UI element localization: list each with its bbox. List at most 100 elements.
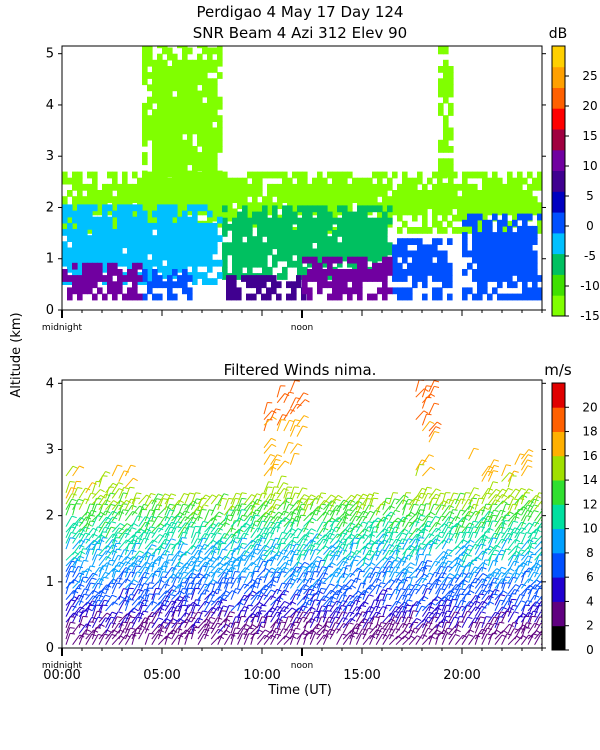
wind-barb xyxy=(270,576,275,589)
snr-cell xyxy=(352,223,358,231)
snr-cell xyxy=(442,171,448,179)
snr-cell xyxy=(527,238,533,245)
wind-barb xyxy=(270,486,275,499)
wind-barb xyxy=(131,505,141,516)
snr-cell xyxy=(432,275,438,282)
snr-cell xyxy=(162,247,168,255)
wind-barb xyxy=(65,487,72,499)
snr-cell xyxy=(102,204,108,212)
wind-barb xyxy=(296,566,303,578)
wind-barb-flag xyxy=(79,465,85,469)
snr-cell xyxy=(317,177,323,185)
snr-cell xyxy=(342,211,348,219)
snr-cell xyxy=(482,190,488,197)
time-marker-label: midnight xyxy=(42,323,83,333)
snr-cell xyxy=(87,204,93,212)
wind-barb xyxy=(323,562,332,572)
wind-barb xyxy=(190,538,198,550)
snr-cell xyxy=(237,183,243,191)
wind-barb xyxy=(72,555,80,567)
wind-barb xyxy=(289,492,296,505)
wind-barb-flag xyxy=(281,593,287,596)
snr-cell xyxy=(242,230,248,237)
snr-cell xyxy=(62,171,68,179)
wind-barb-flag xyxy=(201,509,207,511)
wind-barb-flag xyxy=(263,532,269,535)
wind-barb-flag xyxy=(181,554,187,556)
wind-barb xyxy=(177,632,182,645)
snr-cell xyxy=(262,196,268,203)
wind-barb-flag xyxy=(303,392,309,396)
wind-barb xyxy=(157,595,166,606)
wind-barb xyxy=(124,627,131,640)
wind-barb xyxy=(316,538,324,550)
wind-barb xyxy=(118,588,124,600)
wind-barb-flag xyxy=(208,627,214,630)
wind-barb xyxy=(395,494,405,505)
snr-cell xyxy=(267,223,273,231)
snr-cell xyxy=(487,208,493,216)
snr-cell xyxy=(97,222,103,230)
wind-barb-flag xyxy=(203,520,209,524)
snr-cell xyxy=(187,127,193,135)
snr-cell xyxy=(177,196,183,203)
wind-barb xyxy=(309,509,317,522)
wind-barb xyxy=(111,623,120,634)
snr-cell xyxy=(442,256,448,264)
snr-cell xyxy=(177,171,183,179)
snr-cell xyxy=(332,171,338,179)
snr-cell xyxy=(277,230,283,237)
snr-cell xyxy=(207,78,213,86)
wind-barb-flag xyxy=(82,615,88,618)
wind-barb-flag xyxy=(168,497,174,500)
wind-barb xyxy=(217,610,222,623)
snr-cell xyxy=(217,196,223,203)
wind-barb xyxy=(124,616,131,628)
wind-barb xyxy=(157,550,166,561)
wind-barb xyxy=(105,533,114,544)
wind-barb xyxy=(402,577,408,589)
wind-barb xyxy=(283,601,292,612)
snr-cell xyxy=(322,281,328,289)
snr-cell xyxy=(266,287,272,295)
snr-cell xyxy=(292,171,298,179)
wind-barb-flag xyxy=(164,516,170,519)
wind-barb xyxy=(124,594,131,606)
wind-barb xyxy=(408,545,418,556)
colorbar-swatch xyxy=(552,170,565,192)
snr-cell xyxy=(142,47,148,55)
snr-cell xyxy=(202,247,208,255)
snr-cell xyxy=(132,229,138,236)
wind-barb-flag xyxy=(189,576,195,579)
wind-barb xyxy=(230,520,235,533)
wind-barb xyxy=(283,582,290,595)
wind-barb xyxy=(125,562,134,572)
snr-cell xyxy=(187,72,193,79)
wind-barb xyxy=(382,511,392,522)
snr-cell xyxy=(302,230,308,237)
snr-cell xyxy=(517,196,523,203)
snr-cell xyxy=(352,269,358,276)
wind-barb-flag xyxy=(117,611,123,614)
wind-barb xyxy=(283,511,292,522)
wind-barb xyxy=(289,453,295,465)
wind-barb xyxy=(369,578,377,589)
wind-barb xyxy=(164,538,172,550)
snr-cell xyxy=(252,260,258,268)
wind-barb-flag xyxy=(151,544,157,547)
snr-cell xyxy=(197,133,203,141)
wind-barb-flag xyxy=(331,562,336,566)
snr-cell xyxy=(447,293,453,301)
wind-barb xyxy=(204,622,210,634)
wind-barb-flag xyxy=(143,537,149,540)
snr-cell xyxy=(307,293,313,301)
snr-cell xyxy=(382,293,388,301)
snr-cell xyxy=(127,216,133,224)
snr-cell xyxy=(402,238,408,245)
wind-barb xyxy=(369,571,376,584)
snr-cell xyxy=(462,269,468,276)
snr-cell xyxy=(102,216,108,224)
wind-barb xyxy=(296,595,306,606)
wind-barb xyxy=(98,521,106,533)
